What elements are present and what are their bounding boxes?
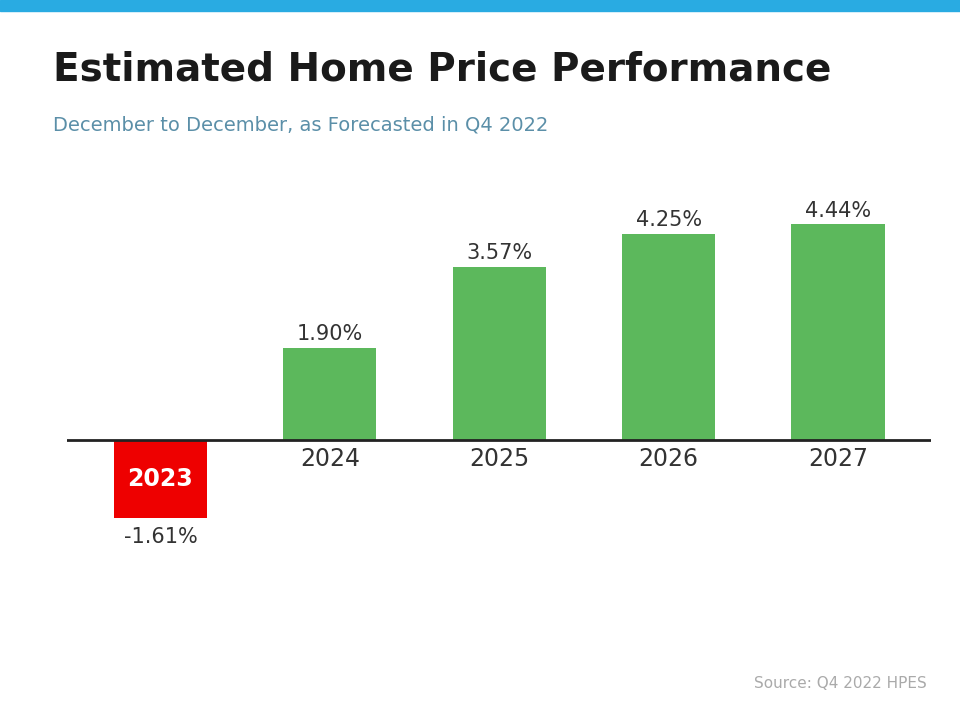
Text: -1.61%: -1.61% bbox=[124, 527, 197, 547]
Text: Estimated Home Price Performance: Estimated Home Price Performance bbox=[53, 50, 831, 89]
Text: 2026: 2026 bbox=[638, 447, 699, 472]
Text: 1.90%: 1.90% bbox=[297, 325, 363, 344]
Bar bbox=[622, 234, 715, 440]
Bar bbox=[452, 266, 546, 440]
Bar bbox=[283, 348, 376, 440]
Text: 2023: 2023 bbox=[128, 467, 193, 491]
Text: 4.25%: 4.25% bbox=[636, 210, 702, 230]
Text: 2025: 2025 bbox=[469, 447, 529, 472]
Text: 2024: 2024 bbox=[300, 447, 360, 472]
Text: 2027: 2027 bbox=[808, 447, 868, 472]
Text: December to December, as Forecasted in Q4 2022: December to December, as Forecasted in Q… bbox=[53, 115, 548, 134]
Bar bbox=[114, 440, 207, 518]
Bar bbox=[791, 225, 884, 440]
Text: 3.57%: 3.57% bbox=[467, 243, 532, 264]
Text: 4.44%: 4.44% bbox=[805, 201, 871, 221]
Text: Source: Q4 2022 HPES: Source: Q4 2022 HPES bbox=[754, 676, 926, 691]
